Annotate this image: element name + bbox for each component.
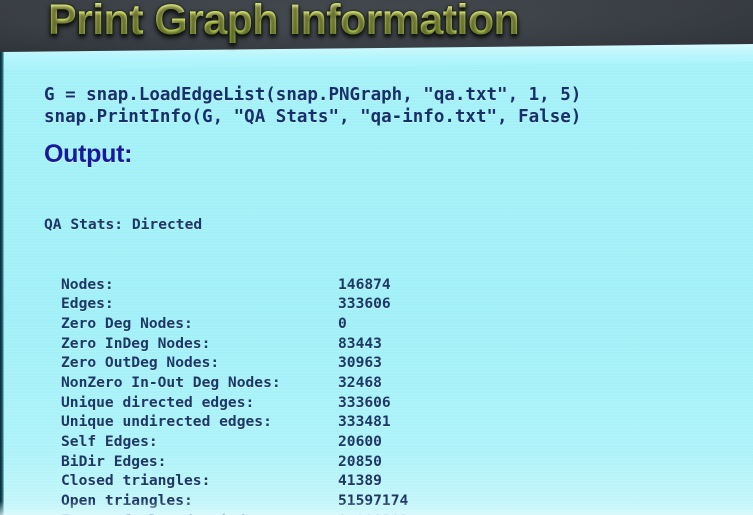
stat-value: 146874 [338,275,391,293]
stat-label: NonZero In-Out Deg Nodes: [61,373,281,391]
stat-label: Zero InDeg Nodes: [61,334,211,352]
stat-row: Unique directed edges: 333606 [44,393,391,413]
output-heading: Output: [44,140,133,168]
stat-label: BiDir Edges: [61,452,167,470]
stat-value: 333481 [338,413,391,431]
stat-row: NonZero In-Out Deg Nodes: 32468 [44,373,382,393]
stat-row: Open triangles: 51597174 [44,491,408,511]
output-console-text: QA Stats: Directed Nodes: 146874 Edges: 333… [44,176,408,515]
stat-label: Edges: [61,295,114,313]
stat-label: Frac. of closed triads: [44,511,263,515]
stat-row: Nodes: 146874 [44,275,391,295]
stat-row: Edges: 333606 [44,294,391,314]
output-title-line: QA Stats: Directed [44,216,203,234]
stat-row: Self Edges: 20600 [44,432,382,452]
frame-left-edge [0,52,4,515]
stat-value: 0 [338,314,347,332]
stat-value: 333606 [338,295,391,313]
stat-value: 20850 [338,452,382,470]
stat-row: BiDir Edges: 20850 [44,452,382,472]
stat-value: 83443 [338,334,382,352]
stat-row: Frac. of closed triads: 0.000802 [44,511,408,515]
stat-row: Unique undirected edges: 333481 [44,412,391,432]
stat-value: 51597174 [338,492,409,510]
stat-value: 41389 [338,472,382,490]
stat-label: Nodes: [61,275,114,293]
stat-value: 30963 [338,354,382,372]
stat-value: 32468 [338,373,382,391]
stat-label: Zero OutDeg Nodes: [61,354,220,372]
stat-row: Zero OutDeg Nodes: 30963 [44,353,382,373]
slide-title: Print Graph Information [48,0,520,45]
stat-label: Unique undirected edges: [61,413,272,431]
stat-value: 0.000802 [338,511,408,515]
stat-label: Open triangles: [61,492,193,510]
stat-row: Closed triangles: 41389 [44,471,382,491]
stat-row: Zero Deg Nodes: 0 [44,314,347,334]
stat-value: 333606 [338,393,391,411]
code-line-2: snap.PrintInfo(G, "QA Stats", "qa-info.t… [44,107,582,127]
code-line-1: G = snap.LoadEdgeList(snap.PNGraph, "qa.… [44,85,582,105]
stat-label: Self Edges: [61,433,158,451]
stat-value: 20600 [338,433,382,451]
stat-label: Zero Deg Nodes: [61,314,193,332]
code-snippet: G = snap.LoadEdgeList(snap.PNGraph, "qa.… [44,84,581,128]
slide-header-band [0,0,753,52]
stat-label: Closed triangles: [61,472,211,490]
stat-label: Unique directed edges: [61,393,255,411]
stat-row: Zero InDeg Nodes: 83443 [44,334,382,354]
